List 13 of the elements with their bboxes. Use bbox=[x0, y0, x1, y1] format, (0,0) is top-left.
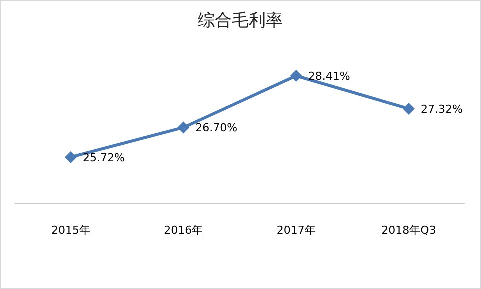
chart-title: 综合毛利率 bbox=[197, 10, 284, 32]
point bbox=[290, 70, 302, 82]
x-tick-label: 2016年 bbox=[164, 224, 204, 237]
x-tick-label: 2015年 bbox=[52, 224, 90, 237]
point bbox=[65, 151, 77, 164]
point bbox=[403, 102, 415, 115]
data-label: 28.41% bbox=[308, 70, 350, 83]
x-tick-label: 2017年 bbox=[276, 224, 316, 237]
x-tick-label: 2018年Q3 bbox=[382, 224, 436, 237]
data-label: 27.32% bbox=[421, 102, 463, 116]
point bbox=[178, 122, 190, 134]
data-label: 26.70% bbox=[196, 122, 238, 135]
data-label: 25.72% bbox=[83, 151, 125, 164]
